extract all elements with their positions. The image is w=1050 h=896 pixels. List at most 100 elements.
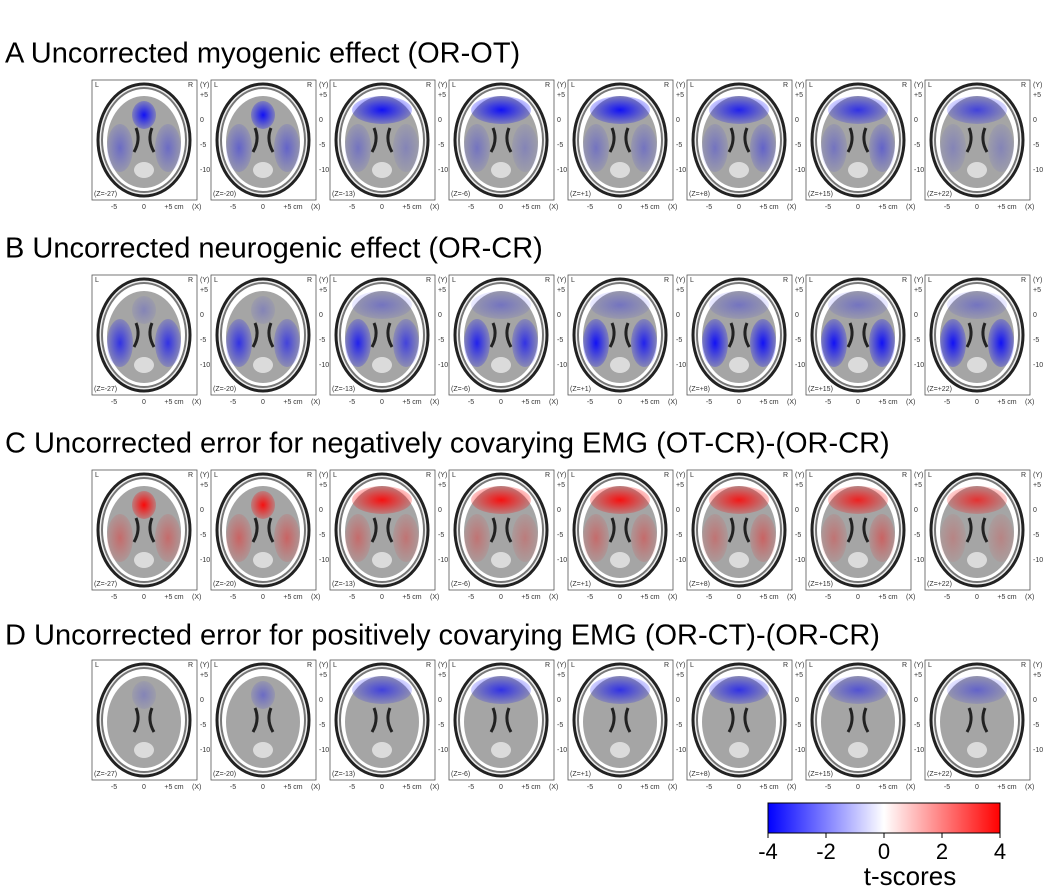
overlay-right [274,124,300,172]
x-tick-label: -5 [825,399,831,406]
x-tick-label: +5 cm [164,399,183,406]
row-title: B Uncorrected neurogenic effect (OR-CR) [5,233,543,265]
x-tick-label: -5 [587,204,593,211]
y-tick-label: -10 [438,362,448,369]
y-tick-label: -10 [795,747,805,754]
x-unit: (X) [430,594,439,601]
x-tick-label: +5 cm [997,204,1016,211]
side-left: L [690,82,694,89]
overlay-left [107,319,133,367]
y-tick-label: 0 [914,697,918,704]
y-tick-label: +5 [795,287,803,294]
row-title: C Uncorrected error for negatively covar… [5,428,890,460]
y-unit: (Y) [557,82,566,89]
x-tick-label: -5 [944,594,950,601]
y-tick-label: 0 [438,507,442,514]
side-right: R [783,82,788,89]
brain-panel: L R (Y) +5 0 -5 -10 -5 0 +5 cm (X) (Z=+22) [924,79,1043,211]
y-tick-label: -10 [438,747,448,754]
y-tick-label: +5 [676,287,684,294]
x-tick-label: 0 [618,594,622,601]
x-unit: (X) [668,784,677,791]
x-tick-label: +5 cm [402,784,421,791]
y-unit: (Y) [676,277,685,284]
overlay-front [828,676,888,704]
side-left: L [809,82,813,89]
x-tick-label: -5 [349,784,355,791]
y-unit: (Y) [319,662,328,669]
y-unit: (Y) [557,472,566,479]
white-matter [372,357,392,373]
x-tick-label: +5 cm [759,399,778,406]
brain-panel: L R (Y) +5 0 -5 -10 -5 0 +5 cm (X) (Z=+1) [567,469,686,601]
x-tick-label: -5 [230,204,236,211]
y-tick-label: +5 [438,287,446,294]
side-left: L [809,472,813,479]
ventricles [489,707,513,733]
ventricles [608,322,632,348]
overlay-right [512,514,538,562]
side-right: R [664,472,669,479]
x-tick-label: -5 [825,204,831,211]
ventricles [965,322,989,348]
y-unit: (Y) [557,662,566,669]
white-matter [848,162,868,178]
side-right: R [664,82,669,89]
brain-panel: L R (Y) +5 0 -5 -10 -5 0 +5 cm (X) (Z=-20) [210,274,329,406]
y-tick-label: +5 [1033,287,1041,294]
overlay-front [947,291,1007,319]
y-tick-label: 0 [676,507,680,514]
x-unit: (X) [668,594,677,601]
slice-label: (Z=-27) [94,771,117,778]
x-tick-label: +5 cm [878,594,897,601]
overlay-left [345,319,371,367]
white-matter [491,552,511,568]
x-tick-label: -5 [587,399,593,406]
y-unit: (Y) [1033,662,1042,669]
y-unit: (Y) [914,662,923,669]
slice-label: (Z=-6) [451,191,470,198]
side-right: R [902,82,907,89]
overlay-left [583,514,609,562]
overlay-front [352,486,412,514]
side-left: L [928,82,932,89]
white-matter [372,552,392,568]
y-unit: (Y) [914,277,923,284]
y-tick-label: -10 [557,747,567,754]
x-tick-label: 0 [261,204,265,211]
brain-panel: L R (Y) +5 0 -5 -10 -5 0 +5 cm (X) (Z=+22) [924,274,1043,406]
y-tick-label: -5 [1033,337,1039,344]
x-tick-label: -5 [706,784,712,791]
overlay-right [988,124,1014,172]
y-tick-label: -10 [557,557,567,564]
overlay-right [869,124,895,172]
side-right: R [426,277,431,284]
overlay-right [631,124,657,172]
y-tick-label: -5 [914,142,920,149]
y-tick-label: 0 [914,312,918,319]
ventricles [965,127,989,153]
overlay-right [869,319,895,367]
x-unit: (X) [1025,784,1034,791]
overlay-left [940,124,966,172]
white-matter [134,162,154,178]
side-right: R [1021,662,1026,669]
side-left: L [214,277,218,284]
y-unit: (Y) [914,472,923,479]
overlay-front [251,296,275,324]
x-unit: (X) [430,784,439,791]
y-unit: (Y) [1033,82,1042,89]
white-matter [610,162,630,178]
x-tick-label: +5 cm [640,399,659,406]
overlay-left [226,514,252,562]
y-tick-label: -5 [438,722,444,729]
overlay-front [471,96,531,124]
y-tick-label: 0 [676,697,680,704]
x-tick-label: 0 [975,594,979,601]
y-tick-label: +5 [795,482,803,489]
overlay-front [828,96,888,124]
side-right: R [664,662,669,669]
y-tick-label: -5 [438,337,444,344]
x-tick-label: -5 [111,594,117,601]
brain-panel: L R (Y) +5 0 -5 -10 -5 0 +5 cm (X) (Z=+15) [805,469,924,601]
